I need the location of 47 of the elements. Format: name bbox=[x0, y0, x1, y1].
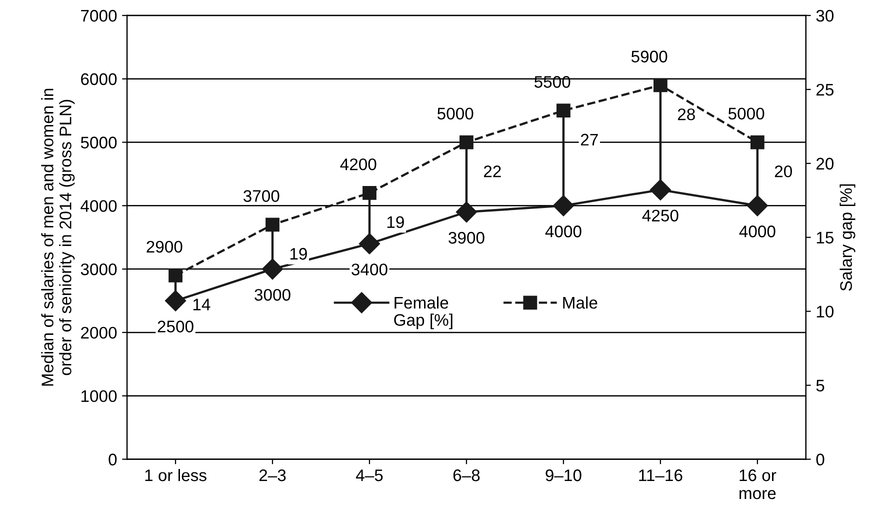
y2-tick-label: 0 bbox=[816, 454, 824, 466]
data-label: 5000 bbox=[437, 108, 474, 120]
data-label: 4000 bbox=[739, 226, 776, 238]
x-tick-label: 9–10 bbox=[546, 469, 582, 482]
y2-tick-label: 10 bbox=[816, 306, 834, 318]
y-tick-label: 7000 bbox=[81, 10, 117, 22]
annotation: 20 bbox=[774, 165, 792, 178]
data-label: 3000 bbox=[254, 288, 290, 301]
data-label: 3700 bbox=[243, 190, 280, 202]
y-tick-label: 3000 bbox=[80, 263, 117, 276]
data-label: 4250 bbox=[642, 210, 678, 222]
x-tick-label: 6–8 bbox=[453, 469, 480, 482]
y-tick-label: 4000 bbox=[80, 200, 117, 212]
y2-tick-label: 20 bbox=[816, 158, 834, 170]
data-label: 4000 bbox=[545, 226, 582, 238]
y-tick-label: 2000 bbox=[81, 326, 117, 339]
data-label: 4200 bbox=[340, 158, 376, 170]
data-label: 2500 bbox=[158, 320, 194, 332]
x-tick-label: 11–16 bbox=[639, 469, 682, 482]
y2-tick-label: 30 bbox=[816, 10, 834, 22]
annotation: 28 bbox=[678, 108, 695, 120]
annotation: 27 bbox=[580, 134, 598, 146]
y-tick-label: 6000 bbox=[81, 73, 117, 86]
data-label: 2900 bbox=[146, 240, 182, 253]
y-tick-label: 5000 bbox=[80, 136, 117, 148]
y2-tick-label: 5 bbox=[816, 380, 824, 392]
y2-tick-label: 15 bbox=[816, 232, 834, 244]
annotation: 22 bbox=[484, 165, 501, 178]
legend-label: Female bbox=[394, 296, 448, 309]
x-tick-label: 4–5 bbox=[356, 470, 383, 482]
y-tick-label: 1000 bbox=[81, 390, 117, 402]
data-label: 3900 bbox=[448, 232, 484, 244]
y-axis-title: Median of salaries of men and women in order of seniority in 2014 (gross PLN) bbox=[41, 88, 75, 386]
legend-label: Male bbox=[563, 296, 598, 309]
x-tick-label: 2–3 bbox=[259, 469, 286, 482]
data-label: 5900 bbox=[631, 50, 668, 62]
data-label: 3400 bbox=[352, 264, 388, 276]
y2-axis-title: Salary gap [%] bbox=[840, 184, 856, 291]
y2-tick-label: 25 bbox=[816, 84, 834, 96]
x-tick-label: 1 or less bbox=[145, 468, 206, 482]
annotation: 19 bbox=[387, 216, 404, 228]
annotation: Gap [%] bbox=[394, 314, 452, 330]
annotation: 19 bbox=[290, 248, 307, 260]
annotation: 14 bbox=[193, 298, 210, 310]
y-tick-label: 0 bbox=[108, 454, 117, 466]
data-label: 5000 bbox=[728, 108, 764, 120]
x-tick-label: 16 or more bbox=[740, 469, 776, 500]
